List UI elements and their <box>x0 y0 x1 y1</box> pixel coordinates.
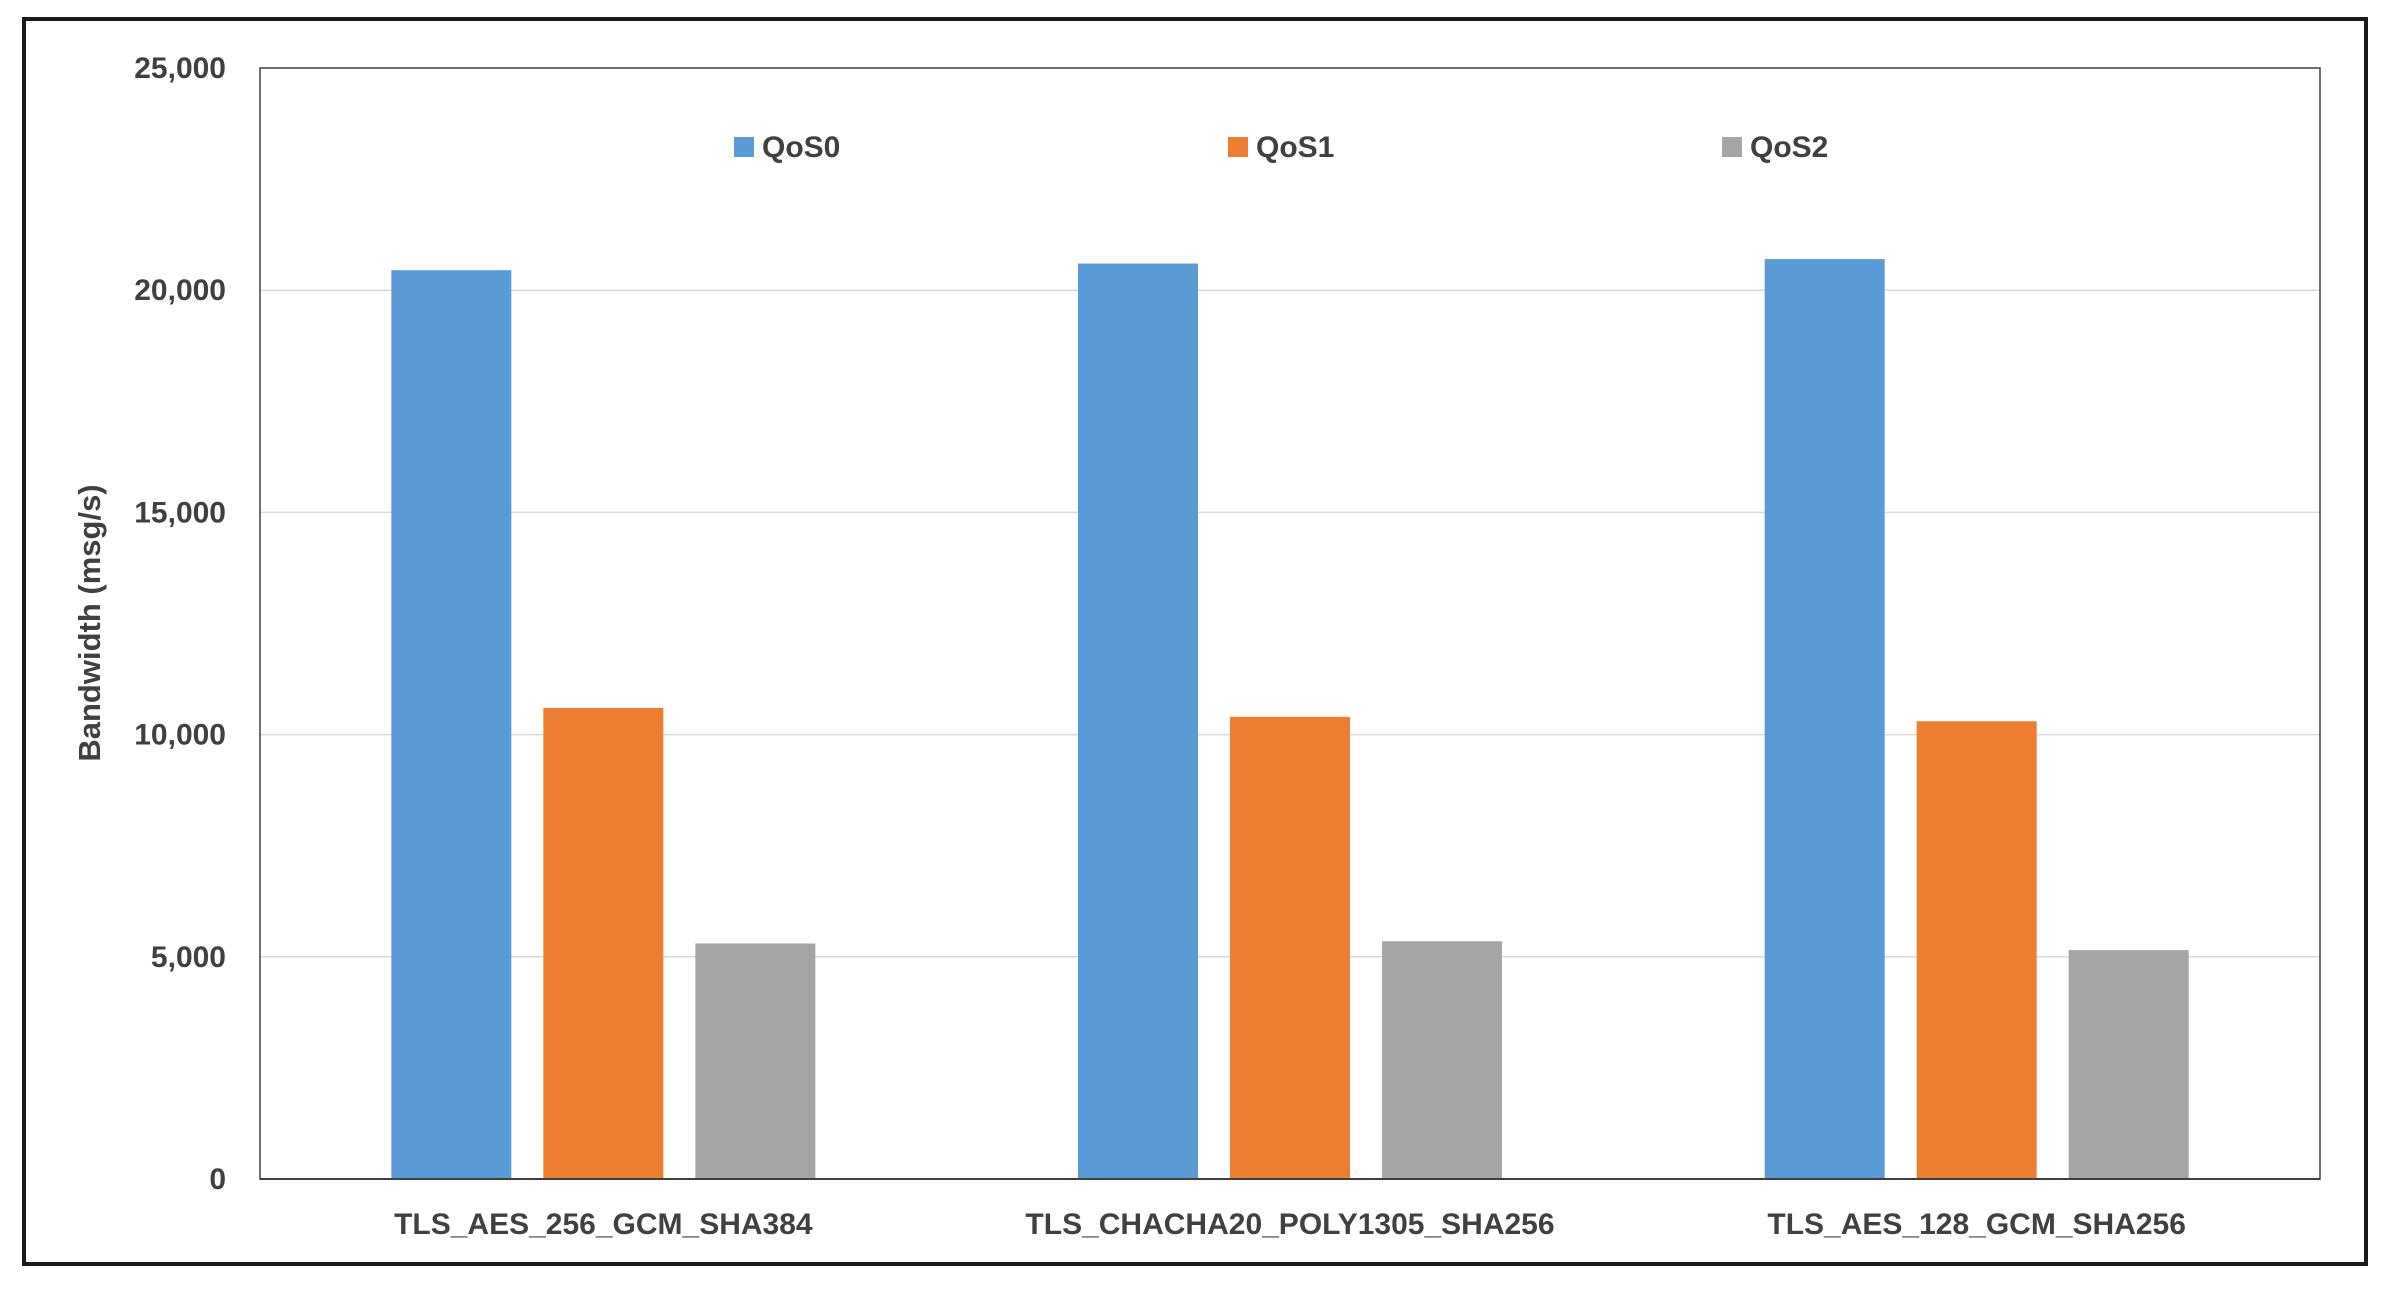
legend-swatch-qos0 <box>734 137 754 157</box>
legend-label-qos2: QoS2 <box>1750 131 1828 164</box>
y-axis-label: Bandwidth (msg/s) <box>72 484 107 761</box>
y-tick-label: 25,000 <box>134 52 226 85</box>
bar-qos1-0 <box>543 707 664 1179</box>
bar-qos2-1 <box>1382 941 1502 1179</box>
legend-label-qos1: QoS1 <box>1256 131 1334 164</box>
legend: QoS0 QoS1 QoS2 <box>734 131 1828 164</box>
bar-qos2-2 <box>2068 950 2189 1179</box>
bar-qos1-2 <box>1916 721 2037 1179</box>
bar-qos0-0 <box>391 270 512 1179</box>
y-tick-label: 15,000 <box>134 496 226 529</box>
legend-label-qos0: QoS0 <box>762 131 840 164</box>
y-tick-label: 0 <box>209 1163 226 1196</box>
y-tick-label: 10,000 <box>134 719 226 752</box>
bar-qos1-1 <box>1230 716 1350 1179</box>
legend-swatch-qos1 <box>1228 137 1248 157</box>
legend-swatch-qos2 <box>1722 137 1742 157</box>
bars <box>260 259 2320 1180</box>
y-tick-label: 20,000 <box>134 274 226 307</box>
x-tick-label: TLS_AES_128_GCM_SHA256 <box>1767 1208 2186 1241</box>
bar-qos2-0 <box>695 943 816 1179</box>
y-tick-label: 5,000 <box>151 941 226 974</box>
bar-qos0-2 <box>1764 259 1885 1179</box>
y-axis-ticks: 0 5,000 10,000 15,000 20,000 25,000 <box>134 52 226 1196</box>
x-tick-label: TLS_AES_256_GCM_SHA384 <box>394 1208 813 1241</box>
x-axis-ticks: TLS_AES_256_GCM_SHA384 TLS_CHACHA20_POLY1… <box>394 1208 2186 1241</box>
x-tick-label: TLS_CHACHA20_POLY1305_SHA256 <box>1025 1208 1554 1241</box>
bar-qos0-1 <box>1078 263 1198 1179</box>
